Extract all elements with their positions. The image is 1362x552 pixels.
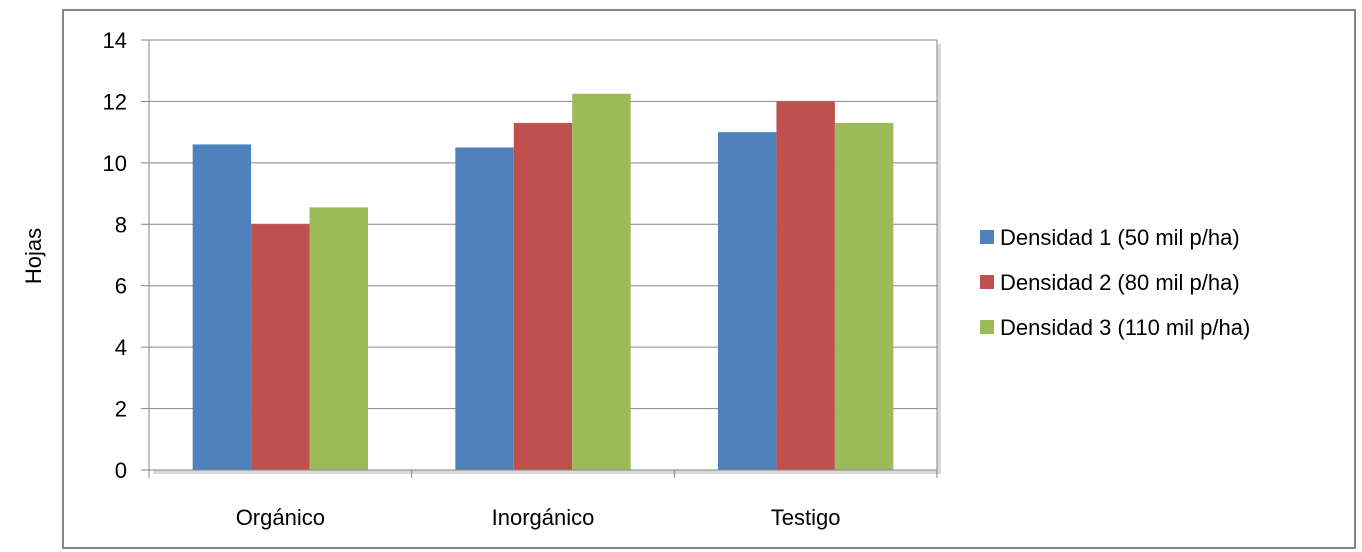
bar [192,144,252,470]
bar [718,132,777,470]
legend-swatch [980,320,994,334]
bars [192,93,894,470]
x-tick-label: Orgánico [236,505,325,530]
legend-label: Densidad 3 (110 mil p/ha) [1000,315,1250,340]
y-tick-label: 2 [115,397,127,422]
bar [572,93,631,470]
bar [251,224,310,470]
y-tick-label: 6 [115,274,127,299]
legend-label: Densidad 1 (50 mil p/ha) [1000,225,1240,250]
y-tick-label: 4 [115,335,127,360]
y-tick-label: 14 [103,28,127,53]
bar [309,207,368,470]
x-tick-label: Inorgánico [492,505,595,530]
bar [513,122,573,470]
y-tick-label: 8 [115,212,127,237]
bar [776,101,835,470]
y-tick-label: 0 [115,458,127,483]
legend-swatch [980,275,994,289]
y-tick-label: 10 [103,151,127,176]
legend: Densidad 1 (50 mil p/ha) Densidad 2 (80 m… [980,225,1250,340]
legend-label: Densidad 2 (80 mil p/ha) [1000,270,1240,295]
legend-swatch [980,230,994,244]
axes: 0 2 4 6 8 10 12 14 Orgánico Inorgánico Testigo [103,28,938,530]
bar [455,147,514,470]
y-tick-label: 12 [103,89,127,114]
bar [834,122,894,470]
x-tick-label: Testigo [771,505,841,530]
